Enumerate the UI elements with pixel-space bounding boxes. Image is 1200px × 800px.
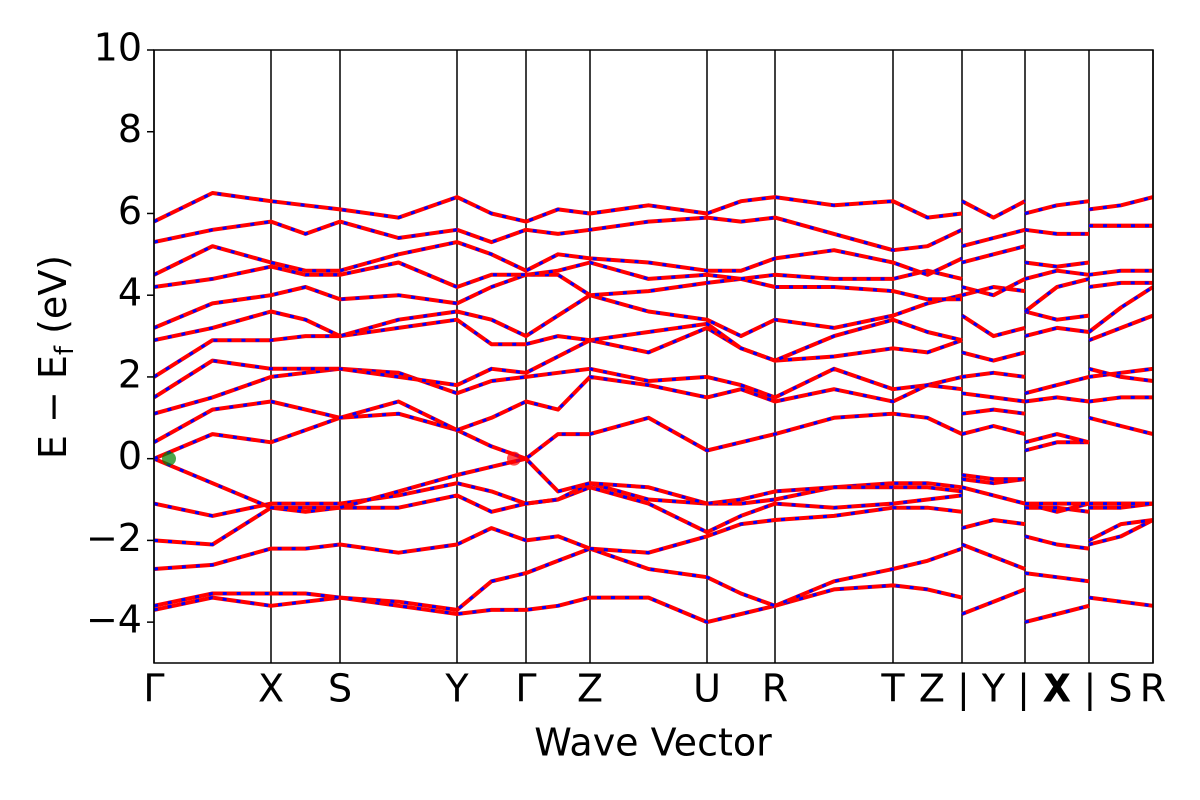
- plot-frame: [153, 49, 1154, 664]
- band-dash: [153, 457, 1153, 510]
- x-axis-label: Wave Vector: [534, 721, 772, 765]
- y-tick-label: 0: [118, 434, 142, 478]
- extremum-marker: [507, 451, 521, 466]
- x-tick-label: X | S: [1045, 667, 1132, 712]
- band-dash: [153, 326, 1154, 399]
- x-tick-label: U: [693, 667, 721, 711]
- band: [153, 223, 1153, 277]
- band: [153, 583, 1154, 625]
- x-tick-label: Z: [577, 667, 603, 711]
- band-dash: [153, 367, 1154, 416]
- y-tick-label: 6: [118, 189, 142, 233]
- y-label-sub: f: [50, 345, 80, 355]
- band-dash: [153, 583, 1154, 624]
- band: [153, 215, 1153, 253]
- y-tick-label: 10: [94, 26, 142, 70]
- y-tick-label: −4: [86, 598, 142, 642]
- x-tick-label: T: [880, 667, 905, 711]
- band: [153, 518, 1154, 612]
- band: [153, 485, 1154, 547]
- x-tick-label: Y: [444, 667, 469, 711]
- x-tick-label: S: [328, 667, 352, 711]
- y-label-unit: (eV): [31, 255, 75, 346]
- x-tick-label: Γ: [143, 667, 164, 711]
- band: [153, 411, 1154, 461]
- band: [153, 505, 1154, 571]
- band: [153, 285, 1155, 343]
- band: [153, 272, 1153, 330]
- y-axis-label: E − Ef (eV): [31, 255, 80, 459]
- y-tick-label: 2: [118, 352, 142, 396]
- extremum-marker: [162, 451, 176, 466]
- band: [153, 260, 1153, 298]
- y-tick-label: −2: [86, 516, 142, 560]
- x-tick-label: R: [762, 667, 788, 711]
- x-tick-label: Z | Y: [919, 667, 1006, 712]
- band: [152, 313, 1154, 379]
- x-tick-label: Γ: [515, 667, 536, 711]
- band-dash: [153, 191, 1154, 224]
- y-tick-label: 4: [118, 271, 142, 315]
- x-tick-label: X: [258, 667, 284, 711]
- y-tick-label: 8: [118, 107, 142, 151]
- band-dash: [153, 375, 1153, 444]
- x-tick-label: R: [1140, 667, 1166, 711]
- x-tick-label: Y | X: [981, 667, 1068, 712]
- band-dash: [153, 477, 1153, 518]
- y-label-main: E − E: [31, 355, 75, 459]
